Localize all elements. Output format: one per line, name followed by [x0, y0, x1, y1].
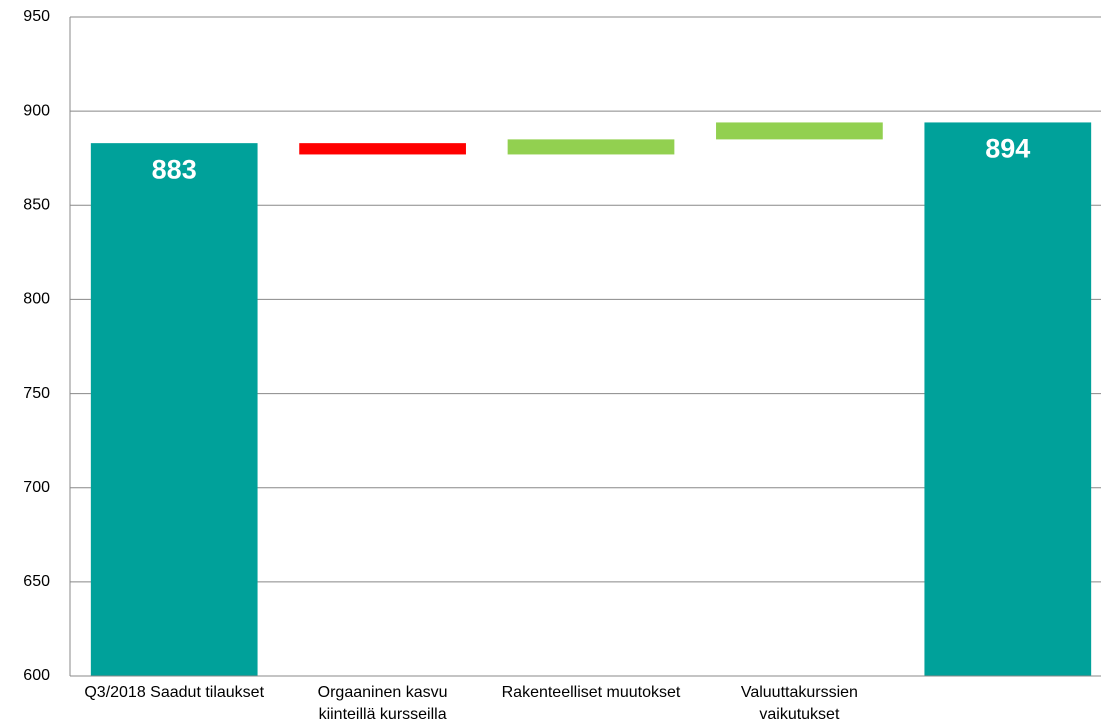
bar — [90, 143, 258, 676]
y-tick-label: 850 — [23, 197, 50, 214]
bar — [299, 143, 466, 155]
y-tick-label: 700 — [23, 479, 50, 496]
data-label: 883 — [152, 154, 197, 184]
data-label: 894 — [985, 134, 1030, 164]
x-tick-label: Valuuttakurssien vaikutukset — [740, 684, 858, 723]
x-tick-label: Rakenteelliset muutokset — [501, 684, 681, 701]
y-tick-label: 900 — [23, 102, 50, 119]
y-tick-label: 750 — [23, 385, 50, 402]
y-tick-label: 650 — [23, 573, 50, 590]
bar — [507, 139, 675, 155]
y-tick-label: 950 — [23, 8, 50, 25]
y-tick-label: 600 — [23, 667, 50, 684]
x-tick-label: Orgaaninen kasvu kiinteillä kursseilla — [317, 684, 448, 723]
y-tick-label: 800 — [23, 291, 50, 308]
bar — [924, 122, 1092, 676]
x-tick-label: Q3/2018 Saadut tilaukset — [84, 684, 265, 701]
bar — [716, 122, 883, 140]
